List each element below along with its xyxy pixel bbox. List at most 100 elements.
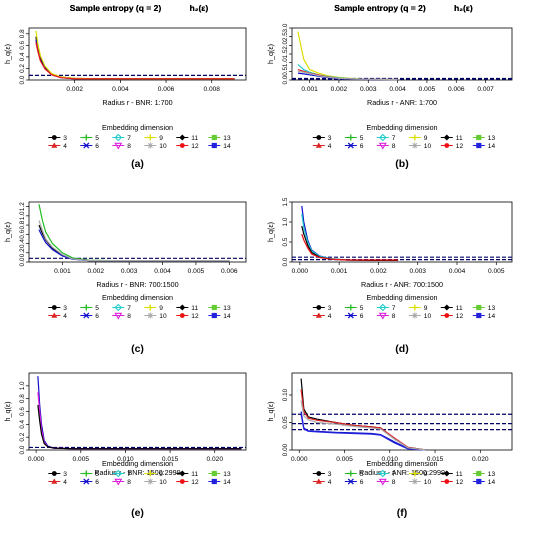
legend-label-dim-13: 13 — [488, 305, 496, 312]
y-tick-label: 0.00 — [282, 443, 289, 456]
series-line-dim-6 — [301, 205, 399, 261]
legend-marker-dim-13 — [211, 470, 217, 477]
y-tick-label: 0.5 — [282, 66, 289, 75]
legend-label-dim-4: 4 — [328, 479, 332, 486]
legend-marker-dim-4 — [51, 478, 58, 484]
legend-label-dim-3: 3 — [63, 471, 67, 478]
legend-label-dim-5: 5 — [95, 135, 99, 142]
series-line-dim-4 — [300, 389, 427, 451]
legend-marker-dim-13 — [476, 304, 482, 311]
x-tick-label: 0.005 — [419, 86, 436, 93]
legend-label-dim-13: 13 — [223, 305, 231, 312]
legend-marker-dim-13 — [476, 470, 482, 477]
legend-label-dim-10: 10 — [424, 313, 432, 320]
series-line-dim-10 — [38, 220, 230, 262]
y-tick-label: 0.2 — [19, 432, 26, 441]
chart-panel-4: Sample entropy (q = 2) h₂(ε) 0.000 0.001 0.0… — [266, 3, 513, 355]
series-line-dim-10 — [297, 70, 398, 81]
legend-label-dim-5: 5 — [95, 471, 99, 478]
series-line-dim-8 — [37, 392, 242, 450]
plot-frame — [28, 201, 247, 263]
legend-marker-dim-5 — [83, 134, 90, 141]
series-line-dim-14 — [300, 414, 427, 451]
chart-panel-1: Sample entropy (q = 2) h₂(ε) 0.002 0.004 0.0… — [3, 3, 247, 170]
x-axis-label: Radius r - BNR: 1:700 — [102, 98, 172, 107]
legend-label-dim-3: 3 — [328, 135, 332, 142]
x-tick-label: 0.002 — [66, 86, 83, 93]
legend-marker-dim-4 — [315, 478, 322, 484]
chart-title-math: h₂(ε) — [454, 3, 473, 13]
legend-marker-dim-4 — [315, 312, 322, 318]
legend-marker-dim-9 — [147, 134, 154, 141]
legend-marker-dim-9 — [147, 304, 154, 311]
legend-label-dim-5: 5 — [360, 305, 364, 312]
y-tick-label: 1.2 — [19, 202, 26, 211]
legend-marker-dim-8 — [114, 478, 123, 486]
legend-marker-dim-7 — [379, 469, 387, 478]
y-axis-label: h_q(ε) — [3, 402, 12, 422]
legend-marker-dim-10 — [411, 478, 418, 485]
x-tick-label: 0.004 — [112, 86, 129, 93]
series-line-dim-10 — [300, 400, 427, 451]
series-line-dim-3 — [37, 405, 242, 450]
legend-marker-dim-4 — [315, 142, 322, 148]
y-tick-label: 0.2 — [19, 248, 26, 257]
legend-marker-dim-4 — [51, 312, 58, 318]
y-tick-label: 1.0 — [282, 217, 289, 226]
y-tick-label: 0.8 — [19, 220, 26, 229]
x-tick-label: 0.004 — [389, 86, 406, 93]
legend-marker-dim-9 — [411, 134, 418, 141]
legend-marker-dim-10 — [411, 142, 418, 149]
legend-marker-dim-8 — [378, 142, 387, 150]
legend-marker-dim-3 — [51, 305, 57, 310]
x-tick-label: 0.010 — [117, 456, 134, 463]
legend-label-dim-10: 10 — [424, 479, 432, 486]
x-tick-label: 0.005 — [188, 268, 205, 275]
plot-frame — [28, 27, 247, 81]
legend-marker-dim-5 — [347, 134, 354, 141]
x-tick-label: 0.005 — [73, 456, 90, 463]
legend-label-dim-11: 11 — [191, 471, 198, 478]
legend-label-dim-9: 9 — [159, 471, 163, 478]
y-tick-label: 1.5 — [282, 197, 289, 206]
x-tick-label: 0.002 — [331, 86, 348, 93]
legend-marker-dim-14 — [211, 142, 217, 149]
legend-label-dim-4: 4 — [328, 143, 332, 150]
panel-label: (f) — [397, 507, 408, 519]
x-tick-label: 0.000 — [291, 456, 308, 463]
legend-label-dim-3: 3 — [63, 135, 67, 142]
chart-title: Sample entropy (q = 2) — [70, 3, 162, 13]
x-tick-label: 0.003 — [360, 86, 377, 93]
legend-marker-dim-4 — [51, 142, 58, 148]
legend-marker-dim-5 — [83, 304, 90, 311]
legend-marker-dim-12 — [444, 313, 450, 318]
legend-marker-dim-5 — [347, 304, 354, 311]
chart-title: Sample entropy (q = 2) — [334, 3, 426, 13]
legend-title: Embedding dimension — [102, 293, 173, 302]
legend-marker-dim-7 — [379, 303, 387, 312]
y-tick-label: 0.0 — [19, 257, 26, 266]
legend-label-dim-8: 8 — [127, 479, 131, 486]
panel-label: (e) — [131, 507, 144, 519]
chart-panel-3: Sample entropy (q = 2) h₂(ε) 0.001 0.002 0.0… — [3, 3, 247, 355]
legend-label-dim-12: 12 — [191, 313, 199, 320]
legend-marker-dim-11 — [443, 134, 450, 141]
chart-title: Sample entropy (q = 2) — [334, 3, 426, 13]
x-tick-label: 0.015 — [162, 456, 179, 463]
legend-label-dim-14: 14 — [223, 143, 231, 150]
legend-marker-dim-10 — [147, 478, 154, 485]
y-tick-label: 0.05 — [282, 416, 289, 429]
series-line-dim-9 — [297, 31, 398, 81]
legend-marker-dim-3 — [316, 135, 322, 140]
panel-label: (b) — [395, 158, 408, 170]
legend-label-dim-6: 6 — [95, 143, 99, 150]
legend-label-dim-14: 14 — [488, 479, 496, 486]
legend-label-dim-13: 13 — [488, 135, 496, 142]
y-axis-label: h_q(ε) — [3, 44, 12, 64]
legend-label-dim-7: 7 — [127, 305, 131, 312]
x-tick-label: 0.006 — [448, 86, 465, 93]
legend-marker-dim-14 — [211, 478, 217, 485]
chart-title: Sample entropy (q = 2) — [334, 3, 426, 13]
legend-title: Embedding dimension — [102, 459, 173, 468]
